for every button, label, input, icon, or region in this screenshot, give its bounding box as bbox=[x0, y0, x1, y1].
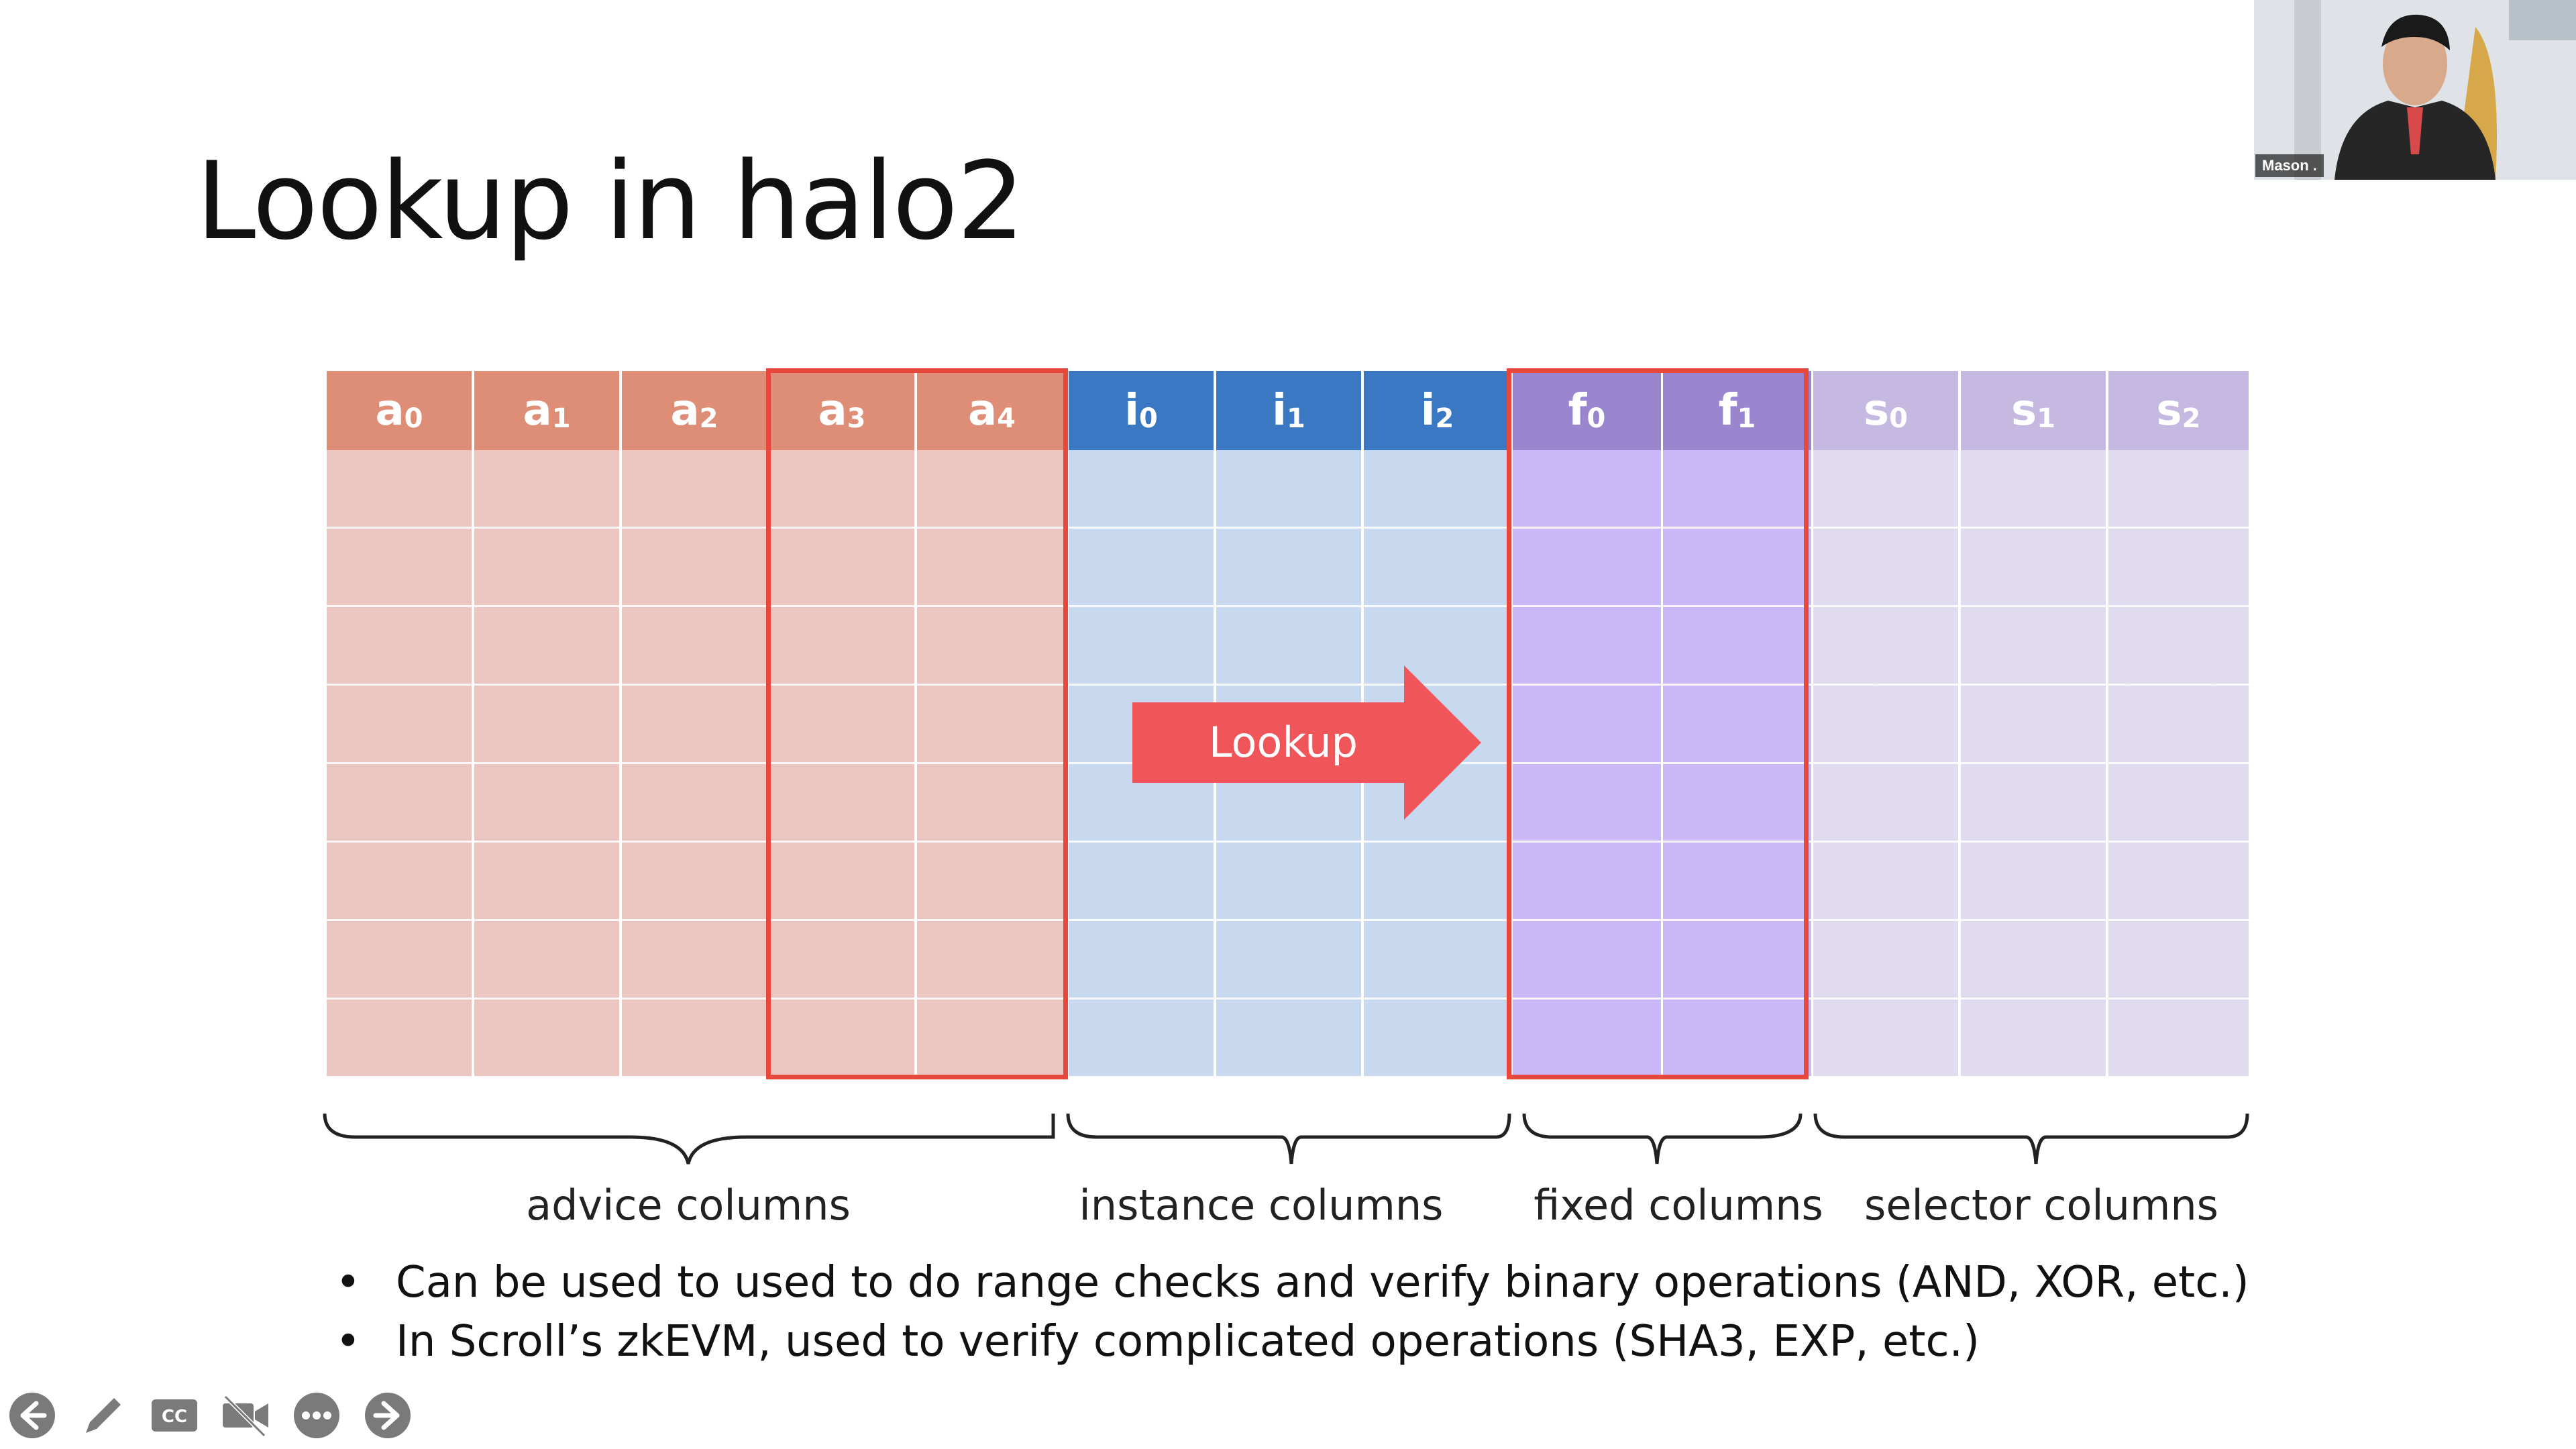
group-braces bbox=[323, 1113, 2249, 1165]
column-subscript: 0 bbox=[1139, 403, 1158, 434]
bullet-list: • Can be used to used to do range checks… bbox=[335, 1253, 2249, 1371]
fixed-columns-label: fixed columns bbox=[1534, 1181, 1823, 1230]
advice-brace bbox=[323, 1113, 1055, 1165]
column-letter: a bbox=[523, 386, 552, 435]
column-letter: a bbox=[967, 386, 998, 435]
pen-icon bbox=[86, 1398, 121, 1433]
instance-brace bbox=[1066, 1113, 1511, 1165]
back-icon bbox=[9, 1393, 55, 1438]
column-letter: f bbox=[1718, 386, 1737, 435]
column-subscript: 1 bbox=[2037, 403, 2055, 434]
lookup-arrow bbox=[1132, 665, 1481, 820]
column-subscript: 1 bbox=[1737, 403, 1756, 434]
instance-columns-label: instance columns bbox=[1079, 1181, 1444, 1230]
selector-brace bbox=[1813, 1113, 2249, 1165]
lookup-arrow-label: Lookup bbox=[1209, 718, 1358, 767]
column-subscript: 0 bbox=[1587, 403, 1606, 434]
column-subscript: 2 bbox=[1435, 403, 1454, 434]
column-letter: i bbox=[1272, 386, 1287, 435]
column-letter: s bbox=[1864, 386, 1890, 435]
column-letter: a bbox=[818, 386, 847, 435]
bullet-text: Can be used to used to do range checks a… bbox=[396, 1258, 2249, 1307]
more-options-button[interactable] bbox=[290, 1389, 343, 1442]
column-subscript: 2 bbox=[699, 403, 718, 434]
selector-columns-label: selector columns bbox=[1864, 1181, 2218, 1230]
forward-button[interactable] bbox=[361, 1389, 415, 1442]
column-subscript: 1 bbox=[1287, 403, 1305, 434]
column-subscript: 0 bbox=[404, 403, 423, 434]
bullet-item: • Can be used to used to do range checks… bbox=[335, 1253, 2249, 1312]
column-letter: f bbox=[1568, 386, 1587, 435]
bullet-item: • In Scroll’s zkEVM, used to verify comp… bbox=[335, 1312, 2249, 1371]
bullet-icon: • bbox=[335, 1317, 361, 1366]
participant-video-tile[interactable]: Mason . bbox=[2254, 0, 2576, 180]
video-off-icon bbox=[223, 1395, 268, 1438]
column-subscript: 3 bbox=[847, 403, 866, 434]
column-letter: s bbox=[2011, 386, 2037, 435]
fixed-brace bbox=[1522, 1113, 1803, 1165]
presentation-toolbar: CC bbox=[5, 1389, 415, 1442]
column-subscript: 1 bbox=[551, 403, 571, 434]
captions-icon: CC bbox=[152, 1399, 197, 1432]
video-toggle-button[interactable] bbox=[219, 1389, 272, 1442]
advice-highlight-box bbox=[766, 368, 1068, 1079]
column-subscript: 0 bbox=[1889, 403, 1908, 434]
column-letter: a bbox=[375, 386, 405, 435]
participant-name-label: Mason . bbox=[2255, 154, 2324, 177]
slide-title: Lookup in halo2 bbox=[196, 138, 1025, 264]
pen-button[interactable] bbox=[76, 1389, 130, 1442]
column-letter: a bbox=[670, 386, 700, 435]
column-subscript: 2 bbox=[2182, 403, 2201, 434]
fixed-highlight-box bbox=[1507, 368, 1809, 1079]
forward-icon bbox=[365, 1393, 411, 1438]
column-letter: i bbox=[1124, 386, 1140, 435]
svg-text:CC: CC bbox=[162, 1407, 187, 1427]
column-letter: i bbox=[1420, 386, 1436, 435]
back-button[interactable] bbox=[5, 1389, 59, 1442]
column-letter: s bbox=[2156, 386, 2182, 435]
bullet-icon: • bbox=[335, 1258, 361, 1307]
advice-columns-label: advice columns bbox=[526, 1181, 851, 1230]
person-silhouette-icon bbox=[2254, 0, 2576, 180]
column-subscript: 4 bbox=[997, 403, 1016, 434]
bullet-text: In Scroll’s zkEVM, used to verify compli… bbox=[396, 1317, 1980, 1366]
captions-button[interactable]: CC bbox=[148, 1389, 201, 1442]
more-icon bbox=[294, 1393, 339, 1438]
